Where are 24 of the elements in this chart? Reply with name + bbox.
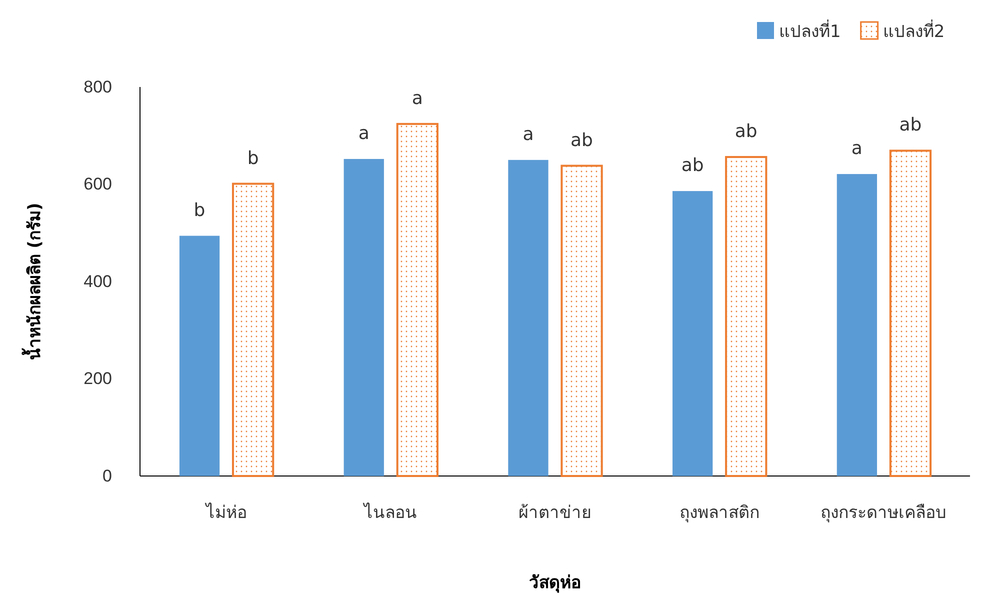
x-axis-title: วัสดุห่อ	[529, 573, 581, 593]
data-label: a	[522, 124, 534, 145]
data-label: ab	[899, 114, 922, 136]
data-label: a	[358, 122, 370, 144]
y-tick-label: 0	[102, 466, 112, 486]
y-axis-title: น้ำหนักผลผลิต (กรัม)	[21, 202, 45, 360]
data-label: ab	[681, 155, 704, 176]
x-tick-label: ไม่ห่อ	[204, 502, 247, 522]
data-label: a	[412, 88, 423, 109]
x-tick-label: ถุงกระดาษเคลือบ	[820, 503, 947, 524]
legend-label: แปลงที่2	[882, 19, 945, 42]
data-label: b	[194, 200, 206, 221]
data-label: ab	[570, 130, 593, 151]
y-tick-label: 600	[84, 174, 112, 194]
data-label: ab	[734, 121, 758, 142]
y-tick-label: 400	[84, 272, 112, 291]
y-tick-label: 200	[84, 369, 112, 388]
x-tick-label: ไนลอน	[362, 502, 418, 522]
x-tick-label: ผ้าตาข่าย	[518, 503, 592, 522]
y-tick-label: 800	[84, 77, 112, 96]
data-label: a	[851, 138, 862, 160]
legend-label: แปลงที่1	[779, 19, 841, 42]
x-tick-label: ถุงพลาสติก	[679, 503, 760, 524]
data-label: b	[247, 148, 259, 169]
